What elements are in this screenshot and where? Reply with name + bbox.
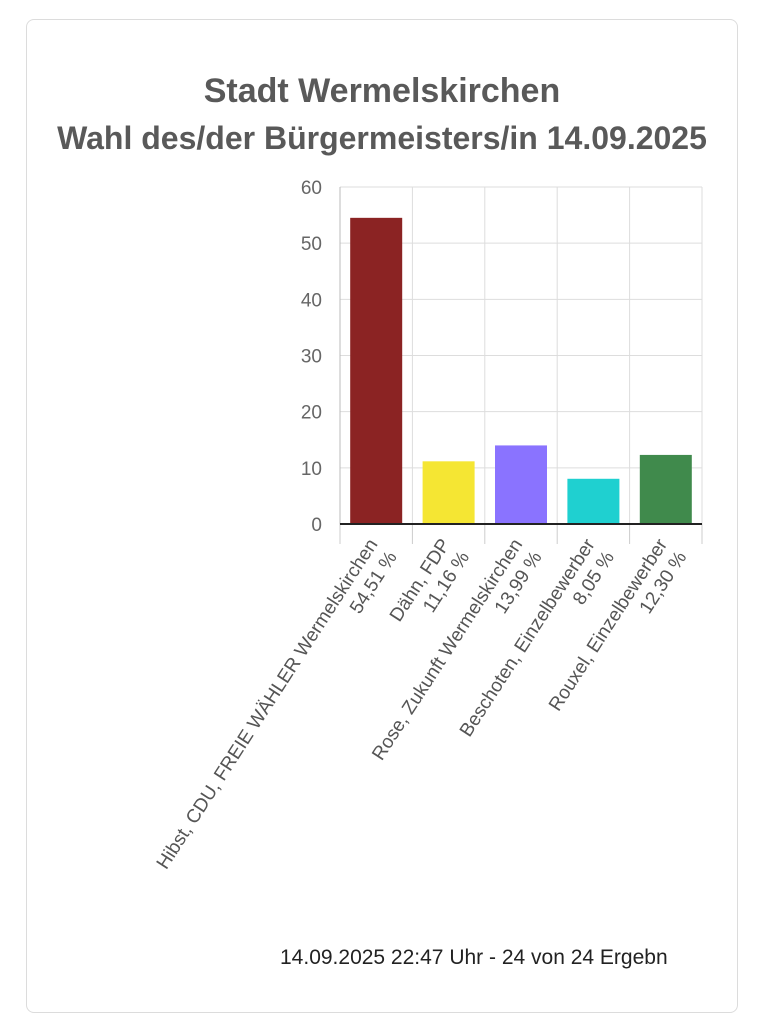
y-tick-label: 60 (301, 178, 322, 199)
bar-1 (350, 217, 403, 524)
x-category-label: Hibst, CDU, FREIE WÄHLER Wermelskirchen5… (153, 535, 402, 885)
y-tick-label: 20 (301, 403, 322, 424)
bar-5 (639, 454, 692, 524)
bar-4 (567, 478, 620, 524)
y-tick-label: 0 (311, 515, 322, 536)
y-tick-label: 30 (301, 347, 322, 368)
y-tick-label: 50 (301, 234, 322, 255)
bar-3 (495, 445, 547, 524)
chart-subtitle: Wahl des/der Bürgermeisters/in 14.09.202… (57, 120, 707, 156)
candidate-name: Hibst, CDU, FREIE WÄHLER Wermelskirchen (153, 535, 383, 873)
bar-2 (422, 461, 475, 524)
y-tick-label: 40 (301, 290, 322, 311)
chart-title: Stadt Wermelskirchen (203, 72, 561, 110)
results-footer: 14.09.2025 22:47 Uhr - 24 von 24 Ergebn (280, 946, 668, 969)
y-tick-label: 10 (301, 459, 322, 480)
